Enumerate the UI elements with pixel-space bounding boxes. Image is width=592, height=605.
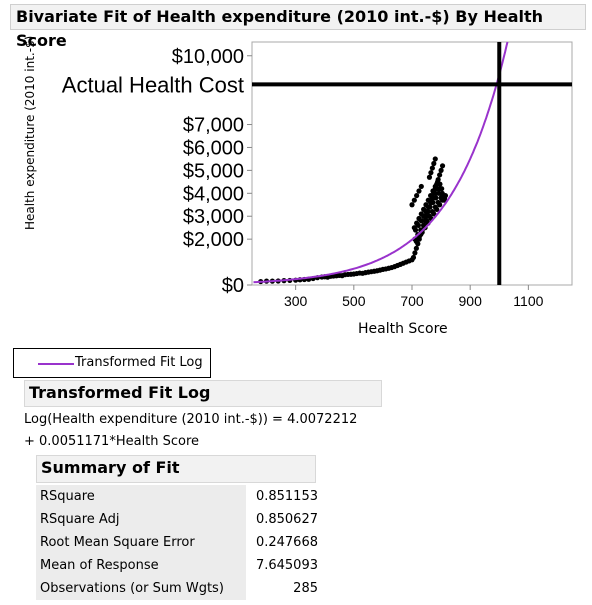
data-point [432,156,438,162]
summary-of-fit-heading[interactable]: Summary of Fit [36,455,316,483]
row-label: RSquare [36,485,246,508]
data-point [409,202,415,208]
data-point [438,167,444,173]
x-axis: 300 500 700 900 1100 [284,285,544,309]
data-point [416,188,422,194]
data-point [442,192,449,199]
fit-equation-line1: Log(Health expenditure (2010 int.-$)) = … [24,412,358,427]
data-point [424,209,430,215]
data-point [431,160,437,167]
table-row: Root Mean Square Error 0.247668 [36,531,318,554]
row-label: Observations (or Sum Wgts) [36,577,246,600]
data-point [430,188,436,194]
data-point [432,183,438,190]
data-point [430,199,436,206]
data-point [428,192,434,199]
data-point [439,163,446,169]
x-tick-label: 500 [342,293,366,309]
legend-swatch [38,363,74,365]
y-tick-label: $2,000 [183,229,244,251]
row-label: RSquare Adj [36,508,246,531]
y-tick-label: $6,000 [183,137,244,159]
transformed-fit-heading[interactable]: Transformed Fit Log [24,380,382,407]
x-axis-label: Health Score [358,321,448,337]
y-tick-label: $7,000 [183,115,244,137]
row-value: 285 [293,581,318,596]
data-point [425,197,431,203]
row-value: 0.850627 [255,512,318,527]
data-point [421,213,427,219]
data-point [411,197,417,203]
row-value: 0.851153 [255,489,318,504]
data-point [439,197,446,203]
data-point [434,206,440,212]
data-point [426,174,433,180]
legend[interactable]: Transformed Fit Log [13,348,211,378]
y-tick-label: $5,000 [183,160,244,182]
data-point [435,179,441,185]
data-point [433,195,439,201]
x-tick-label: 300 [284,293,308,309]
data-points [258,156,449,285]
data-point [431,211,437,217]
y-axis: $0 $2,000$3,000$4,000$5,000$6,000$7,000 $1… [172,46,252,297]
reference-line-label: Actual Health Cost [62,72,244,97]
plot-frame [251,41,573,286]
data-point [413,245,419,251]
data-point [412,227,419,233]
data-point [418,218,424,224]
row-label: Mean of Response [36,554,246,577]
data-point [423,202,429,208]
data-point [437,202,443,208]
data-point [413,238,419,245]
data-point [415,222,421,228]
x-tick-label: 700 [400,293,424,309]
data-point [414,192,420,199]
data-point [427,204,433,210]
y-tick-label: $10,000 [172,46,244,68]
y-tick-label: $0 [222,275,244,297]
data-point [436,190,442,196]
fit-equation-line2: + 0.0051171*Health Score [24,434,200,449]
data-point [439,186,445,192]
data-point [410,254,417,261]
scatter-plot[interactable]: $0 $2,000$3,000$4,000$5,000$6,000$7,000 $1… [0,0,592,345]
table-row: RSquare 0.851153 [36,485,318,508]
table-row: RSquare Adj 0.850627 [36,508,318,531]
data-point [412,250,418,256]
row-label: Root Mean Square Error [36,531,246,554]
data-point [428,170,434,176]
data-point [437,172,443,178]
x-tick-label: 1100 [513,293,543,309]
data-point [418,183,424,190]
table-row: Mean of Response 7.645093 [36,554,318,577]
row-value: 0.247668 [255,535,318,550]
table-row: Observations (or Sum Wgts) 285 [36,577,318,600]
legend-label: Transformed Fit Log [75,355,203,370]
y-tick-label: $3,000 [183,206,244,228]
report-title: Bivariate Fit of Health expenditure (201… [10,4,586,50]
fit-curve[interactable] [253,41,509,284]
row-value: 7.645093 [255,558,318,573]
summary-of-fit-table: RSquare 0.851153 RSquare Adj 0.850627 Ro… [36,485,318,600]
data-point [429,165,435,171]
y-tick-label: $4,000 [183,183,244,205]
x-tick-label: 900 [459,293,483,309]
